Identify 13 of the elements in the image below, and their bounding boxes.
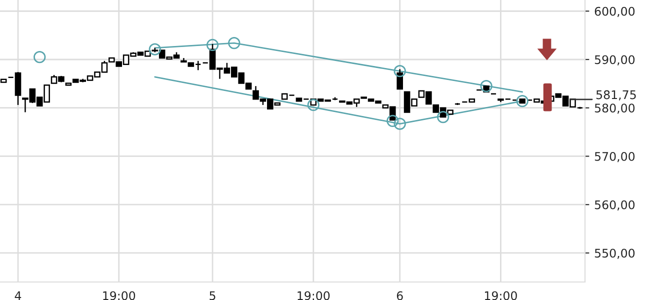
y-tick-label: 590,00 [594, 55, 635, 66]
x-tick-label: 4 [14, 291, 22, 300]
y-tick-label: 560,00 [594, 200, 635, 210]
x-tick-label: 19:00 [298, 291, 330, 300]
x-tick-label: 5 [210, 291, 216, 300]
y-tick-label: 550,00 [594, 248, 635, 259]
ref-line-label: 581,75 [596, 90, 636, 100]
x-tick-label: 19:00 [103, 291, 136, 300]
y-tick-label: 600,00 [594, 6, 635, 17]
x-tick-label: 19:00 [484, 291, 517, 300]
y-tick-label: 580,00 [594, 104, 635, 114]
x-tick-label: 6 [396, 291, 403, 300]
y-tick-label: 570,00 [594, 152, 635, 162]
